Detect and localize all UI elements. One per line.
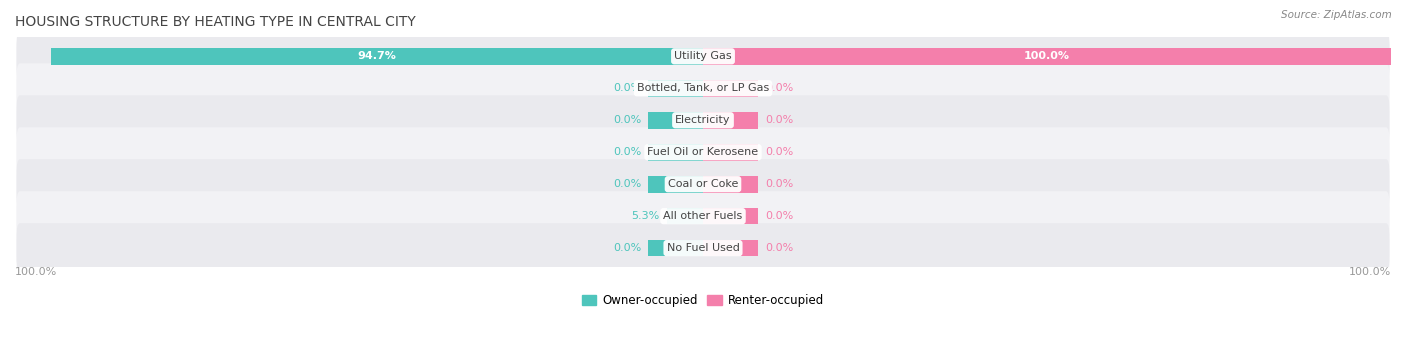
FancyBboxPatch shape [17, 159, 1389, 209]
Text: 100.0%: 100.0% [1024, 51, 1070, 61]
FancyBboxPatch shape [17, 191, 1389, 241]
Text: Utility Gas: Utility Gas [675, 51, 731, 61]
Bar [666, 208, 703, 224]
Bar [703, 80, 758, 97]
Text: Fuel Oil or Kerosene: Fuel Oil or Kerosene [647, 147, 759, 157]
Text: 0.0%: 0.0% [765, 179, 793, 189]
Text: 0.0%: 0.0% [613, 115, 641, 125]
FancyBboxPatch shape [17, 223, 1389, 273]
Text: 0.0%: 0.0% [613, 243, 641, 253]
Bar [648, 80, 703, 97]
Text: 0.0%: 0.0% [613, 83, 641, 93]
Text: No Fuel Used: No Fuel Used [666, 243, 740, 253]
Text: Bottled, Tank, or LP Gas: Bottled, Tank, or LP Gas [637, 83, 769, 93]
Text: Source: ZipAtlas.com: Source: ZipAtlas.com [1281, 10, 1392, 20]
Text: 5.3%: 5.3% [631, 211, 659, 221]
Text: 0.0%: 0.0% [613, 147, 641, 157]
Text: Electricity: Electricity [675, 115, 731, 125]
Bar [648, 176, 703, 193]
FancyBboxPatch shape [17, 63, 1389, 113]
FancyBboxPatch shape [17, 127, 1389, 177]
Text: 94.7%: 94.7% [357, 51, 396, 61]
FancyBboxPatch shape [17, 95, 1389, 145]
Text: 0.0%: 0.0% [765, 115, 793, 125]
Text: 0.0%: 0.0% [765, 243, 793, 253]
Bar [648, 112, 703, 129]
Text: Coal or Coke: Coal or Coke [668, 179, 738, 189]
Bar [703, 176, 758, 193]
Text: 0.0%: 0.0% [765, 147, 793, 157]
FancyBboxPatch shape [17, 31, 1389, 81]
Text: 0.0%: 0.0% [765, 211, 793, 221]
Text: 0.0%: 0.0% [765, 83, 793, 93]
Text: HOUSING STRUCTURE BY HEATING TYPE IN CENTRAL CITY: HOUSING STRUCTURE BY HEATING TYPE IN CEN… [15, 15, 416, 29]
Text: 100.0%: 100.0% [15, 267, 58, 277]
Text: All other Fuels: All other Fuels [664, 211, 742, 221]
Bar [703, 144, 758, 161]
Bar [52, 48, 703, 64]
Bar [703, 240, 758, 256]
Text: 100.0%: 100.0% [1348, 267, 1391, 277]
Bar [703, 208, 758, 224]
Bar [703, 112, 758, 129]
Bar [648, 240, 703, 256]
Text: 0.0%: 0.0% [613, 179, 641, 189]
Legend: Owner-occupied, Renter-occupied: Owner-occupied, Renter-occupied [578, 290, 828, 312]
Bar [703, 48, 1391, 64]
Bar [648, 144, 703, 161]
